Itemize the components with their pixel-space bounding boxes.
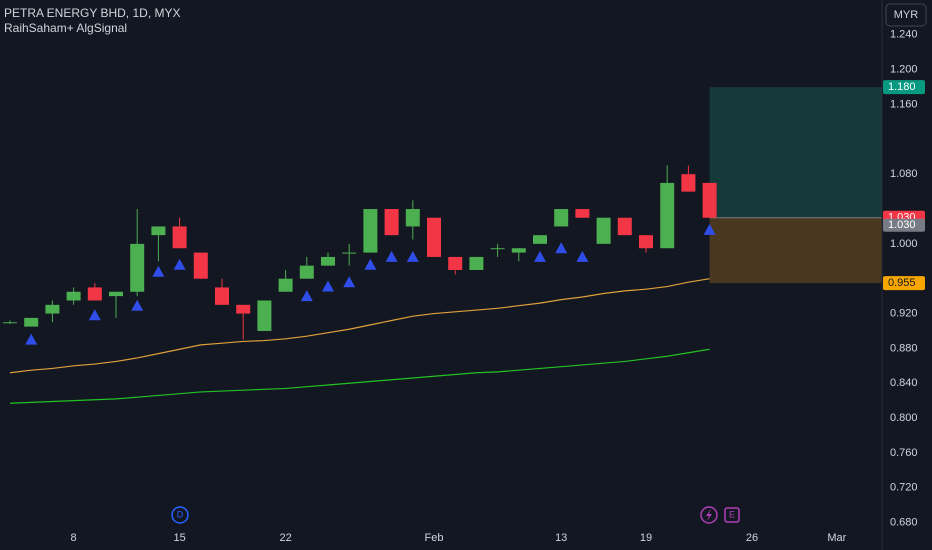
currency-button[interactable] bbox=[885, 3, 927, 27]
entry-price-label: 1.030 bbox=[888, 219, 916, 231]
candle-body bbox=[660, 182, 675, 249]
candle-body bbox=[596, 217, 611, 244]
signal-marker bbox=[534, 250, 546, 262]
candle-body bbox=[299, 265, 314, 279]
candle-body bbox=[66, 291, 81, 301]
stop-price-badge bbox=[883, 276, 925, 291]
x-tick-label: Mar bbox=[827, 532, 846, 544]
y-tick-label: 0.680 bbox=[890, 516, 918, 528]
candle-body bbox=[681, 174, 696, 192]
signal-marker bbox=[152, 265, 165, 277]
signal-marker bbox=[173, 258, 186, 270]
candle-body bbox=[87, 287, 102, 301]
candle-body bbox=[151, 226, 166, 236]
loss-zone bbox=[709, 217, 882, 284]
y-tick-label: 1.000 bbox=[890, 238, 918, 250]
candle-body bbox=[533, 235, 547, 244]
entry-price-badge bbox=[883, 218, 925, 232]
signal-marker bbox=[131, 299, 144, 311]
split-event[interactable] bbox=[700, 506, 718, 524]
candle-body bbox=[363, 209, 378, 253]
signal-marker bbox=[322, 280, 334, 292]
candle-body bbox=[384, 209, 399, 236]
signal-marker bbox=[385, 250, 398, 262]
currency-label[interactable]: MYR bbox=[894, 9, 919, 21]
candle-body bbox=[448, 256, 463, 270]
y-tick-label: 0.840 bbox=[890, 377, 918, 389]
candle-body bbox=[490, 248, 505, 250]
profit-zone bbox=[709, 87, 882, 218]
x-tick-label: 26 bbox=[746, 532, 758, 544]
y-tick-label: 0.800 bbox=[890, 412, 918, 424]
y-tick-label: 0.880 bbox=[890, 342, 918, 354]
indicator-name: RaihSaham+ AlgSignal bbox=[4, 21, 127, 35]
candle-body bbox=[3, 322, 17, 324]
candle-body bbox=[617, 217, 632, 236]
candle-body bbox=[511, 248, 526, 253]
signal-marker bbox=[576, 250, 589, 262]
y-tick-label: 0.760 bbox=[890, 447, 918, 459]
candle-body bbox=[469, 256, 484, 270]
candle-body bbox=[321, 256, 335, 266]
candle-body bbox=[257, 300, 272, 331]
y-tick-label: 1.080 bbox=[890, 168, 918, 180]
candle-body bbox=[109, 291, 123, 297]
candle-body bbox=[575, 209, 590, 218]
moving-average-line bbox=[9, 348, 710, 404]
x-tick-label: 22 bbox=[279, 532, 291, 544]
candle-body bbox=[405, 209, 420, 227]
target-price-label: 1.180 bbox=[888, 81, 916, 93]
signal-marker bbox=[300, 290, 313, 302]
x-tick-label: Feb bbox=[425, 532, 444, 544]
candle-body bbox=[702, 182, 717, 218]
chart-title: PETRA ENERGY BHD, 1D, MYX bbox=[4, 6, 181, 20]
x-tick-label: 8 bbox=[71, 532, 77, 544]
y-tick-label: 0.920 bbox=[890, 307, 918, 319]
stop-price-label: 0.955 bbox=[888, 277, 916, 289]
plot-area bbox=[3, 87, 882, 404]
candle-body bbox=[236, 304, 251, 314]
earnings-event[interactable] bbox=[724, 507, 740, 523]
candle-body bbox=[45, 304, 60, 314]
candle-body bbox=[554, 209, 569, 227]
y-tick-label: 1.200 bbox=[890, 64, 918, 76]
x-tick-label: 19 bbox=[640, 532, 652, 544]
candle-body bbox=[130, 243, 145, 292]
candle-body bbox=[24, 317, 39, 327]
candle-body bbox=[427, 217, 441, 257]
signal-marker bbox=[88, 309, 101, 321]
y-tick-label: 1.240 bbox=[890, 29, 918, 41]
signal-marker bbox=[406, 250, 419, 262]
candle-body bbox=[639, 235, 653, 249]
candle-body bbox=[193, 252, 208, 279]
candle-body bbox=[215, 287, 229, 305]
signal-marker bbox=[364, 258, 377, 270]
target-price-badge bbox=[883, 80, 925, 95]
dividend-event-label[interactable]: D bbox=[177, 509, 184, 519]
candle-body bbox=[172, 226, 187, 249]
candle-body bbox=[278, 278, 293, 292]
signal-marker bbox=[555, 242, 568, 254]
moving-average-line bbox=[9, 278, 710, 374]
signal-marker bbox=[343, 276, 356, 288]
candle-body bbox=[342, 252, 357, 254]
signal-marker bbox=[703, 223, 716, 235]
y-tick-label: 0.720 bbox=[890, 482, 918, 494]
dividend-event[interactable] bbox=[171, 506, 189, 524]
lightning-icon bbox=[706, 509, 712, 521]
x-tick-label: 13 bbox=[555, 532, 567, 544]
earnings-event-label[interactable]: E bbox=[729, 509, 735, 519]
signal-marker bbox=[25, 333, 38, 345]
y-tick-label: 1.160 bbox=[890, 98, 918, 110]
x-tick-label: 15 bbox=[173, 532, 185, 544]
